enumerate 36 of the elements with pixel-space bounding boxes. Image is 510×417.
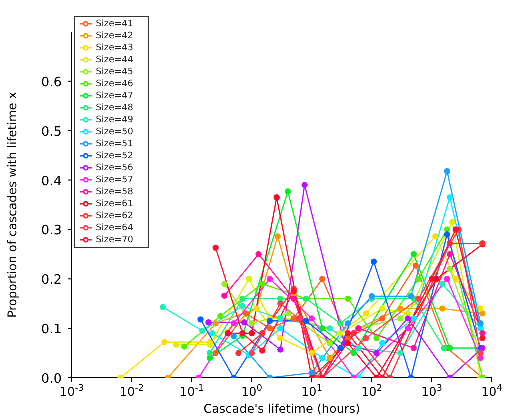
- legend-label: Size=45: [96, 67, 134, 78]
- y-tick-label: 0.6: [41, 75, 62, 90]
- legend-label: Size=44: [96, 55, 134, 66]
- legend-label: Size=57: [96, 175, 134, 186]
- y-tick-label: 0.4: [41, 174, 62, 190]
- legend-label: Size=50: [96, 127, 134, 138]
- legend-label: Size=42: [96, 31, 134, 42]
- legend-label: Size=52: [96, 151, 134, 162]
- legend-label: Size=46: [96, 79, 134, 90]
- legend-label: Size=48: [96, 103, 134, 114]
- x-tick-label: 10$^{1}$: [301, 384, 323, 399]
- legend-label: Size=47: [96, 91, 134, 102]
- y-tick-label: 0.1: [41, 322, 62, 338]
- legend-label: Size=58: [96, 187, 134, 198]
- y-tick-label: 0.0: [41, 372, 62, 387]
- legend-label: Size=56: [96, 163, 134, 174]
- legend-label: Size=41: [96, 19, 134, 30]
- y-tick-label: 0.3: [41, 224, 62, 239]
- legend-label: Size=70: [96, 235, 134, 246]
- legend-label: Size=61: [96, 199, 134, 210]
- x-axis-title: Cascade's lifetime (hours): [204, 402, 360, 416]
- x-tick-label: 10$^{2}$: [361, 384, 383, 399]
- legend-label: Size=51: [96, 139, 134, 150]
- legend-label: Size=64: [96, 223, 134, 234]
- y-axis-title: Proportion of cascades with lifetime x: [5, 92, 20, 318]
- x-tick-label: 10$^{-3}$: [60, 384, 84, 399]
- legend-label: Size=49: [96, 115, 134, 126]
- x-tick-label: 10$^{-1}$: [180, 384, 204, 399]
- legend-label: Size=43: [96, 43, 134, 54]
- x-tick-label: 10$^{4}$: [481, 384, 503, 399]
- x-tick-label: 10$^{3}$: [421, 384, 443, 399]
- legend-label: Size=62: [96, 211, 134, 222]
- x-tick-label: 10$^{-2}$: [120, 384, 144, 399]
- y-tick-label: 0.2: [41, 273, 62, 288]
- x-tick-label: 10$^{0}$: [241, 384, 263, 399]
- y-tick-label: 0.5: [41, 124, 62, 140]
